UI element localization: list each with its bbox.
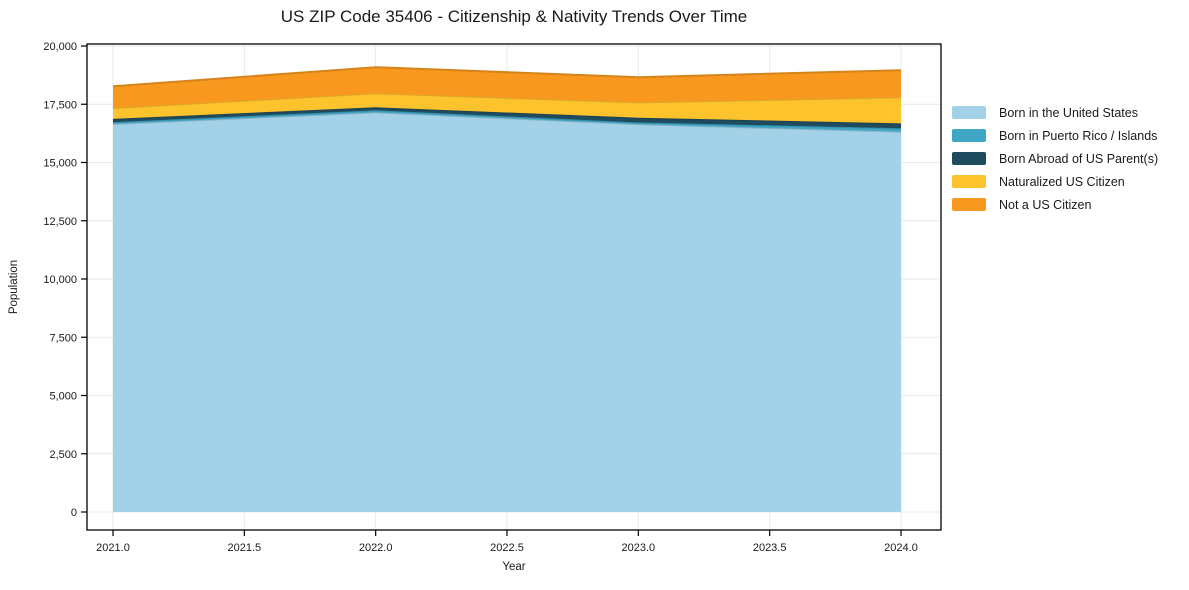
area-band	[113, 93, 901, 124]
y-tick-label: 7,500	[49, 332, 77, 344]
legend-label: Born Abroad of US Parent(s)	[999, 151, 1159, 166]
x-tick-label: 2021.0	[96, 542, 130, 554]
legend-item: Born Abroad of US Parent(s)	[952, 151, 1159, 166]
legend-label: Born in the United States	[999, 105, 1138, 120]
x-axis-label: Year	[502, 561, 526, 573]
legend-label: Not a US Citizen	[999, 197, 1092, 212]
y-tick-label: 0	[71, 507, 77, 519]
legend-label: Born in Puerto Rico / Islands	[999, 128, 1158, 143]
legend-swatch	[952, 175, 986, 188]
legend-label: Naturalized US Citizen	[999, 174, 1125, 189]
y-tick-label: 10,000	[43, 274, 77, 286]
x-tick-label: 2021.5	[228, 542, 262, 554]
y-tick-label: 17,500	[43, 99, 77, 111]
area-band	[113, 107, 901, 129]
x-tick-label: 2022.0	[359, 542, 393, 554]
legend-item: Born in Puerto Rico / Islands	[952, 128, 1158, 143]
area-band-edge	[112, 66, 902, 88]
y-tick-label: 2,500	[49, 449, 77, 461]
legend-swatch	[952, 152, 986, 165]
chart-title: US ZIP Code 35406 - Citizenship & Nativi…	[280, 7, 748, 26]
x-tick-label: 2023.0	[622, 542, 656, 554]
y-tick-label: 5,000	[49, 391, 77, 403]
area-band	[113, 112, 901, 512]
y-tick-label: 12,500	[43, 216, 77, 228]
y-tick-label: 20,000	[43, 41, 77, 53]
area-band	[113, 67, 901, 108]
legend-item: Naturalized US Citizen	[952, 174, 1158, 189]
legend-item: Born in the United States	[952, 105, 1158, 120]
y-tick-label: 15,000	[43, 158, 77, 170]
legend-swatch	[952, 129, 986, 142]
legend: Born in the United States Born in Puerto …	[952, 106, 1158, 221]
legend-swatch	[952, 198, 986, 211]
x-tick-label: 2022.5	[490, 542, 524, 554]
x-tick-label: 2024.0	[884, 542, 918, 554]
legend-swatch	[952, 106, 986, 119]
x-tick-label: 2023.5	[753, 542, 787, 554]
legend-item: Not a US Citizen	[952, 197, 1158, 212]
plot-frame	[86, 43, 942, 531]
